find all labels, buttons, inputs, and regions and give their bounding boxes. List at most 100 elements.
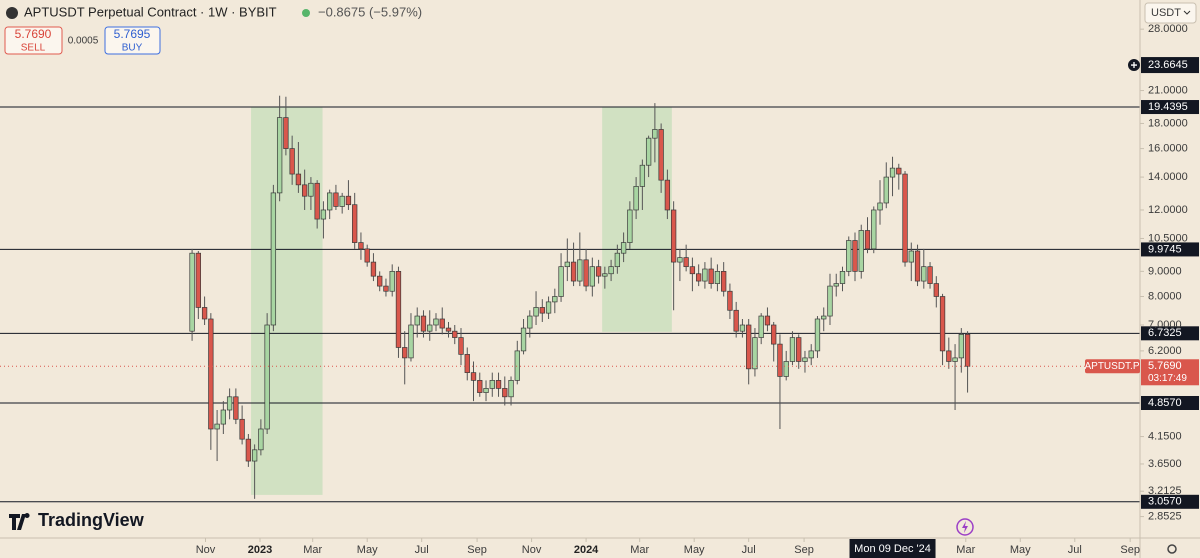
candle-body	[477, 380, 483, 393]
candle-body	[583, 259, 589, 287]
candle-body	[214, 423, 220, 430]
candle-body	[420, 315, 427, 332]
flash-icon[interactable]	[956, 518, 974, 536]
x-tick-label: 2023	[248, 544, 272, 556]
level-label-box	[1141, 242, 1199, 257]
sell-price: 5.7690	[15, 27, 52, 41]
candle-body	[589, 266, 595, 287]
candle-body	[570, 261, 577, 282]
candle-body	[345, 195, 352, 206]
y-tick-label: 21.0000	[1148, 84, 1188, 96]
x-tick-label: Mar	[303, 544, 322, 556]
candle-body	[608, 266, 614, 275]
candle-body	[302, 184, 308, 197]
candle-body	[258, 428, 264, 451]
y-tick-label: 3.6500	[1148, 458, 1182, 470]
sell-button[interactable]	[4, 26, 63, 55]
candle-body	[452, 330, 458, 338]
candle-body	[883, 176, 889, 204]
candle-body	[414, 315, 420, 326]
candle-body	[714, 271, 721, 284]
candle-body	[727, 290, 733, 311]
candle-body	[783, 361, 789, 377]
x-tick-label: May	[684, 544, 705, 556]
level-label-box	[1141, 395, 1199, 410]
level-label: 3.0570	[1148, 496, 1182, 508]
last-price-box	[1141, 359, 1199, 386]
candle-body	[908, 250, 914, 263]
candle-body	[846, 240, 852, 272]
candle-body	[802, 357, 808, 362]
candle-body	[395, 271, 402, 348]
candle-body	[939, 296, 946, 352]
y-tick-label: 16.0000	[1148, 142, 1188, 154]
last-price-label: 5.7690	[1148, 360, 1182, 372]
candle-body	[595, 266, 602, 277]
buy-label: BUY	[122, 43, 143, 54]
candle-body	[758, 315, 764, 338]
candle-body	[927, 266, 933, 284]
y-tick-label: 14.0000	[1148, 171, 1188, 183]
candles	[189, 95, 971, 499]
candle-body	[508, 380, 514, 398]
candle-body	[864, 230, 871, 250]
candle-body	[495, 380, 502, 389]
candle-body	[839, 271, 846, 284]
candle-body	[683, 257, 689, 268]
candle-body	[195, 252, 201, 308]
candle-body	[289, 148, 295, 175]
candle-body	[877, 202, 883, 211]
candle-body	[733, 309, 739, 332]
x-tick-label: Sep	[794, 544, 814, 556]
candle-body	[264, 324, 270, 430]
currency-select[interactable]	[1144, 2, 1197, 24]
candle-body	[208, 318, 214, 430]
candle-body	[696, 273, 702, 282]
crosshair-y-box	[1141, 57, 1199, 74]
buy-button[interactable]	[104, 26, 161, 55]
candle-body	[808, 350, 814, 359]
x-tick-label: Sep	[467, 544, 487, 556]
candle-body	[377, 275, 383, 287]
candle-body	[433, 318, 439, 326]
candle-body	[958, 333, 964, 359]
buy-price: 5.7695	[114, 27, 151, 41]
candle-body	[689, 266, 696, 275]
candle-body	[352, 204, 358, 243]
y-tick-label: 9.0000	[1148, 265, 1182, 277]
logo-icon	[9, 513, 30, 530]
y-tick-label: 10.5000	[1148, 232, 1188, 244]
candle-body	[921, 266, 927, 282]
candle-body	[664, 179, 671, 211]
level-label: 19.4395	[1148, 101, 1188, 113]
candle-body	[233, 396, 239, 420]
candle-body	[189, 252, 195, 332]
candle-body	[489, 380, 495, 389]
x-tick-label: Mar	[630, 544, 649, 556]
price-axis	[1140, 0, 1200, 558]
crosshair-x-label: Mon 09 Dec '24	[854, 543, 931, 555]
candle-body	[577, 259, 583, 282]
candle-body	[814, 318, 821, 352]
candle-body	[889, 167, 896, 178]
x-tick-label: May	[1010, 544, 1031, 556]
candle-body	[602, 273, 608, 277]
candle-body	[933, 283, 939, 297]
y-tick-label: 12.0000	[1148, 204, 1188, 216]
logo: TradingView	[38, 510, 145, 530]
candle-body	[276, 117, 283, 194]
settings-icon[interactable]	[1167, 544, 1177, 554]
candle-body	[370, 261, 377, 277]
candle-body	[658, 129, 664, 181]
status-dot	[302, 9, 310, 17]
candle-body	[327, 192, 333, 211]
candle-body	[852, 240, 858, 272]
symbol-icon	[6, 7, 18, 19]
candle-body	[771, 324, 777, 345]
candle-body	[333, 192, 339, 207]
x-tick-label: Jul	[742, 544, 756, 556]
x-tick-label: Nov	[196, 544, 216, 556]
x-tick-label: Nov	[522, 544, 542, 556]
crosshair-x-box	[849, 539, 936, 558]
